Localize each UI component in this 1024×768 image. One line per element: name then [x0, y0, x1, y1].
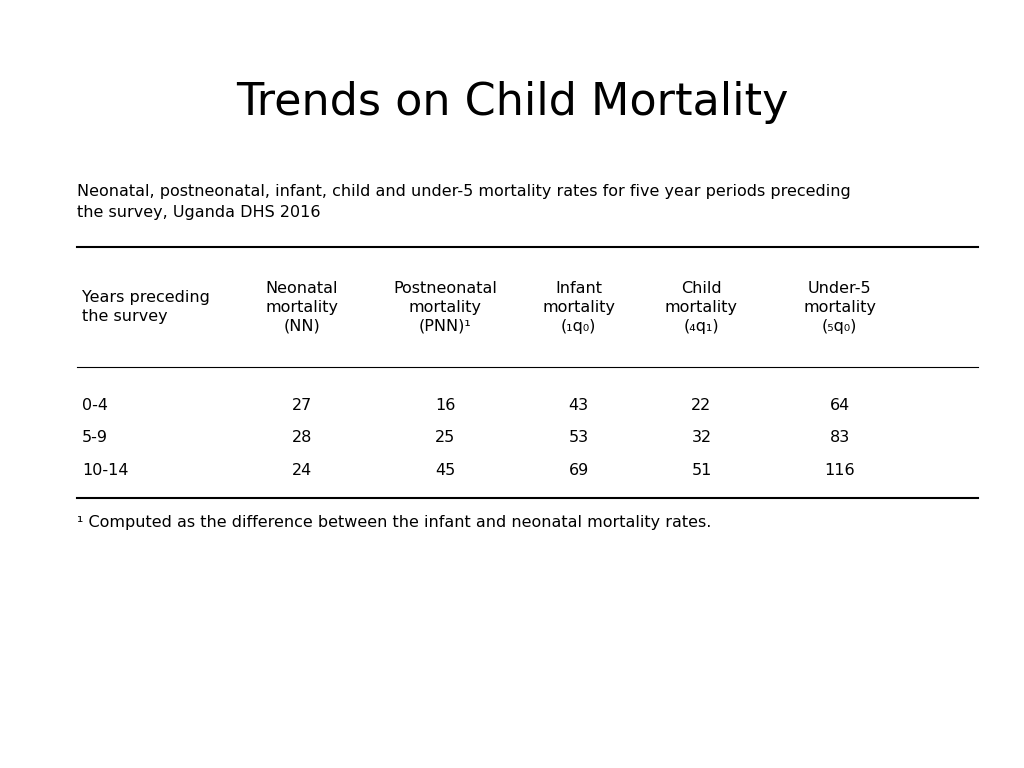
Text: 0-4: 0-4	[82, 398, 108, 413]
Text: Years preceding
the survey: Years preceding the survey	[82, 290, 210, 324]
Text: Trends on Child Mortality: Trends on Child Mortality	[236, 81, 788, 124]
Text: 45: 45	[435, 462, 456, 478]
Text: 83: 83	[829, 430, 850, 445]
Text: 5-9: 5-9	[82, 430, 108, 445]
Text: Neonatal
mortality
(NN): Neonatal mortality (NN)	[265, 280, 339, 334]
Text: Under-5
mortality
(₅q₀): Under-5 mortality (₅q₀)	[803, 280, 877, 334]
Text: 43: 43	[568, 398, 589, 413]
Text: Child
mortality
(₄q₁): Child mortality (₄q₁)	[665, 280, 738, 334]
Text: ¹ Computed as the difference between the infant and neonatal mortality rates.: ¹ Computed as the difference between the…	[77, 515, 712, 530]
Text: 27: 27	[292, 398, 312, 413]
Text: 69: 69	[568, 462, 589, 478]
Text: 53: 53	[568, 430, 589, 445]
Text: Postneonatal
mortality
(PNN)¹: Postneonatal mortality (PNN)¹	[393, 280, 498, 334]
Text: 24: 24	[292, 462, 312, 478]
Text: 116: 116	[824, 462, 855, 478]
Text: 64: 64	[829, 398, 850, 413]
Text: 28: 28	[292, 430, 312, 445]
Text: 25: 25	[435, 430, 456, 445]
Text: 10-14: 10-14	[82, 462, 128, 478]
Text: 32: 32	[691, 430, 712, 445]
Text: 16: 16	[435, 398, 456, 413]
Text: Infant
mortality
(₁q₀): Infant mortality (₁q₀)	[542, 280, 615, 334]
Text: 22: 22	[691, 398, 712, 413]
Text: 51: 51	[691, 462, 712, 478]
Text: Neonatal, postneonatal, infant, child and under-5 mortality rates for five year : Neonatal, postneonatal, infant, child an…	[77, 184, 851, 220]
